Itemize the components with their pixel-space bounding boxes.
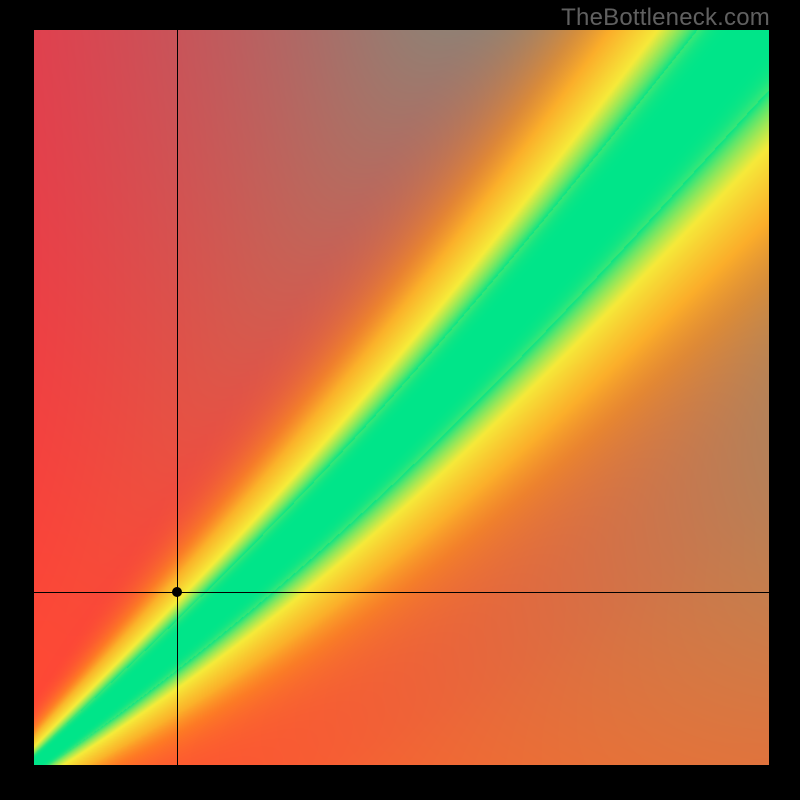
watermark-label: TheBottleneck.com (561, 4, 770, 32)
heatmap-canvas (34, 30, 769, 765)
heatmap-plot (34, 30, 769, 765)
crosshair-horizontal (34, 592, 769, 593)
crosshair-vertical (177, 30, 178, 765)
